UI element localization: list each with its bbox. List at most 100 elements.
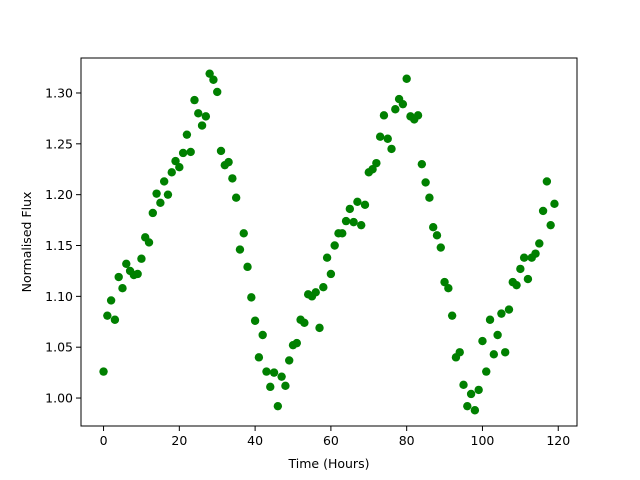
data-point: [254, 353, 264, 362]
data-point: [152, 189, 161, 198]
data-point: [273, 401, 283, 411]
data-point: [368, 165, 377, 174]
data-point: [110, 315, 120, 324]
data-point: [262, 367, 271, 376]
data-point: [247, 293, 256, 302]
x-tick-label: 100: [471, 433, 495, 448]
data-point: [466, 389, 476, 399]
data-point: [250, 316, 260, 325]
data-point: [144, 238, 154, 247]
data-point: [315, 323, 324, 333]
y-tick-label: 1.30: [45, 85, 73, 100]
y-tick-label: 1.15: [45, 238, 73, 253]
data-point: [474, 385, 483, 395]
data-point: [300, 318, 309, 327]
data-point: [114, 272, 123, 282]
y-tick-label: 1.20: [45, 187, 73, 202]
data-point: [281, 381, 290, 391]
data-point: [478, 336, 487, 346]
data-point: [186, 147, 195, 157]
data-point: [429, 223, 438, 232]
data-point: [550, 199, 559, 209]
data-point: [205, 69, 214, 78]
data-point: [497, 309, 506, 318]
data-point: [103, 311, 112, 320]
x-tick-label: 120: [546, 433, 570, 448]
data-point: [106, 296, 116, 305]
data-point: [319, 282, 328, 292]
data-point: [285, 356, 294, 365]
data-point: [122, 259, 131, 269]
data-point: [372, 158, 381, 168]
data-point: [493, 330, 502, 340]
data-point: [224, 157, 233, 167]
data-point: [330, 241, 339, 250]
data-point: [156, 198, 165, 208]
data-point: [353, 197, 362, 206]
y-tick-label: 1.25: [45, 136, 73, 151]
data-point: [178, 148, 188, 158]
x-tick-label: 20: [171, 433, 187, 448]
data-point: [421, 178, 430, 187]
data-point: [235, 245, 245, 254]
data-point: [470, 406, 480, 415]
plot-frame: [80, 57, 578, 427]
data-point: [118, 284, 127, 293]
data-point: [523, 274, 533, 284]
data-point: [228, 174, 237, 183]
data-point: [201, 112, 211, 121]
data-point: [258, 330, 267, 340]
x-tick-label: 40: [247, 433, 263, 448]
y-tick-label: 1.10: [45, 289, 73, 304]
data-point: [216, 146, 226, 156]
data-point: [463, 401, 472, 411]
data-point: [322, 253, 332, 262]
data-point: [489, 350, 499, 359]
data-point: [459, 380, 468, 390]
data-point: [482, 367, 491, 376]
data-point: [357, 220, 366, 230]
data-point: [137, 254, 146, 263]
data-point: [277, 372, 286, 381]
data-point: [182, 130, 192, 139]
data-point: [311, 288, 320, 297]
data-point: [531, 249, 540, 258]
data-point: [398, 99, 408, 109]
x-tick-label: 80: [399, 433, 415, 448]
data-point: [436, 243, 445, 252]
y-axis-label: Normalised Flux: [19, 192, 34, 293]
data-point: [231, 193, 241, 202]
data-point: [538, 206, 548, 216]
data-point: [213, 87, 222, 97]
data-point: [512, 280, 521, 290]
data-point: [345, 204, 355, 214]
data-point: [133, 269, 142, 279]
data-point: [269, 368, 279, 377]
data-point: [455, 348, 464, 357]
data-point: [159, 177, 169, 186]
data-point: [542, 177, 552, 186]
data-point: [266, 382, 275, 392]
data-point: [375, 132, 385, 141]
y-tick-label: 1.05: [45, 340, 73, 355]
data-point: [500, 348, 510, 357]
data-point: [163, 190, 173, 199]
data-point: [167, 168, 176, 177]
data-point: [175, 163, 184, 172]
data-point: [402, 74, 411, 83]
data-point: [360, 200, 370, 210]
data-point: [209, 75, 218, 84]
data-point: [504, 305, 514, 314]
data-point: [425, 193, 434, 202]
data-point: [413, 111, 423, 120]
data-point: [387, 144, 396, 154]
data-point: [535, 239, 544, 248]
data-point: [383, 134, 392, 143]
data-point: [292, 338, 301, 348]
data-point: [326, 269, 336, 279]
data-point: [519, 253, 529, 262]
data-point: [341, 216, 351, 226]
data-point: [197, 121, 207, 130]
data-point: [194, 109, 203, 118]
